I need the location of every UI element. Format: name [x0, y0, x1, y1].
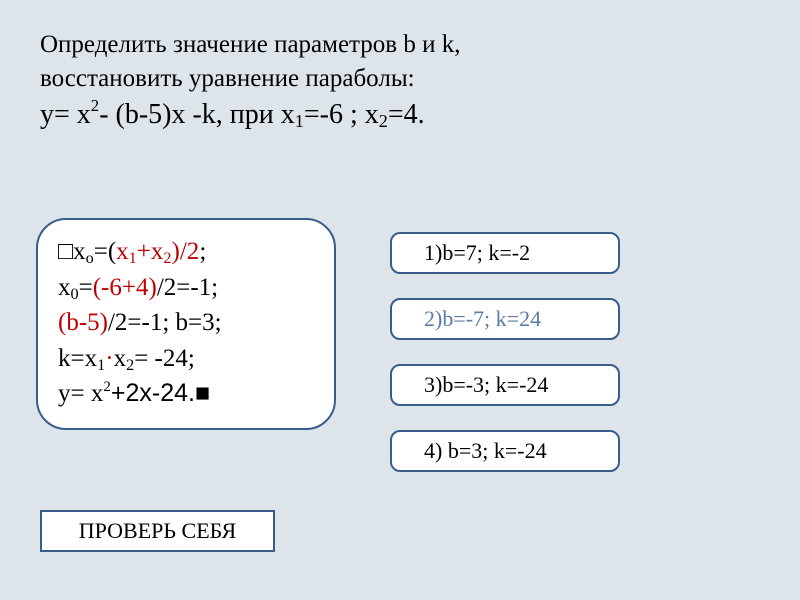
- solution-line-1: □xо=(x1+x2)/2;: [58, 234, 314, 270]
- solution-box: □xо=(x1+x2)/2; x0=(-6+4)/2=-1; (b-5)/2=-…: [36, 218, 336, 430]
- solution-line-5: y= x2+2x-24.■: [58, 376, 314, 412]
- txt: 2: [126, 356, 134, 374]
- eq-sub: 1: [295, 111, 304, 131]
- check-label: ПРОВЕРЬ СЕБЯ: [79, 518, 236, 544]
- problem-line1: Определить значение параметров b и k,: [40, 31, 460, 58]
- check-yourself-button[interactable]: ПРОВЕРЬ СЕБЯ: [40, 510, 275, 552]
- option-4[interactable]: 4) b=3; k=-24: [390, 430, 620, 472]
- txt: /2=-1; b=3;: [108, 309, 222, 336]
- option-3[interactable]: 3)b=-3; k=-24: [390, 364, 620, 406]
- txt: ;: [199, 238, 206, 265]
- txt: y= x: [58, 380, 103, 407]
- eq-sub: 2: [379, 111, 388, 131]
- txt: /2=-1;: [157, 274, 218, 301]
- txt: +x: [137, 238, 164, 265]
- eq-part: - (b-5)x -k, при x: [99, 99, 295, 130]
- eq-exp: 2: [91, 96, 99, 115]
- txt: (-6+4): [93, 274, 157, 301]
- txt: □x: [58, 238, 86, 265]
- option-1[interactable]: 1)b=7; k=-2: [390, 232, 620, 274]
- txt: о: [86, 249, 94, 267]
- option-label: 4) b=3; k=-24: [424, 438, 547, 464]
- txt: =: [79, 274, 93, 301]
- solution-line-2: x0=(-6+4)/2=-1;: [58, 270, 314, 306]
- eq-part: y= x: [40, 99, 91, 130]
- txt: ·: [105, 345, 113, 372]
- option-2[interactable]: 2)b=-7; k=24: [390, 298, 620, 340]
- eq-part: =-6 ; x: [304, 99, 379, 130]
- txt: )/2: [172, 238, 200, 265]
- txt: 2: [163, 249, 171, 267]
- problem-equation: y= x2- (b-5)x -k, при x1=-6 ; x2=4.: [40, 99, 425, 130]
- txt: = -24;: [134, 345, 195, 372]
- txt: x: [58, 274, 71, 301]
- solution-line-4: k=x1·x2= -24;: [58, 341, 314, 377]
- solution-line-3: (b-5)/2=-1; b=3;: [58, 305, 314, 341]
- problem-statement: Определить значение параметров b и k, во…: [40, 28, 760, 133]
- txt: x: [116, 238, 129, 265]
- option-label: 2)b=-7; k=24: [424, 306, 541, 332]
- txt: 0: [71, 285, 79, 303]
- txt: x: [114, 345, 127, 372]
- txt: =(: [94, 238, 116, 265]
- txt: (b-5): [58, 309, 108, 336]
- option-label: 3)b=-3; k=-24: [424, 372, 548, 398]
- txt: +2x-24.■: [111, 379, 210, 407]
- option-label: 1)b=7; k=-2: [424, 240, 530, 266]
- eq-part: =4.: [388, 99, 425, 130]
- txt: 1: [129, 249, 137, 267]
- txt: 2: [103, 379, 111, 395]
- problem-line2: восстановить уравнение параболы:: [40, 65, 415, 92]
- txt: k=x: [58, 345, 97, 372]
- txt: 1: [97, 356, 105, 374]
